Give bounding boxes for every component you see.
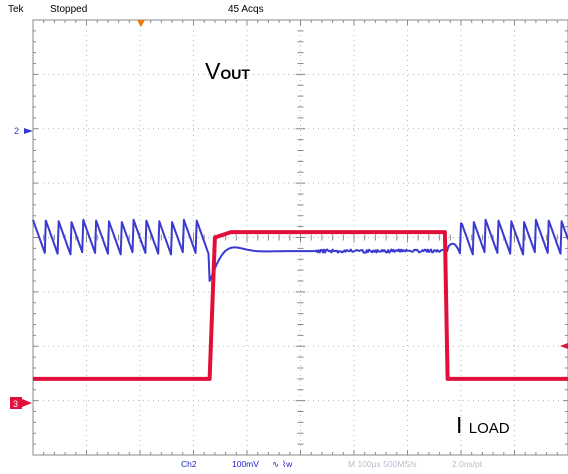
ch3-marker-label: 3 xyxy=(13,399,18,409)
timebase: M 100µs 500MS/s xyxy=(348,459,417,469)
ch2-marker-label: 2 xyxy=(14,126,19,136)
iload-annotation: I LOAD xyxy=(456,412,510,439)
vout-annotation: VOUT xyxy=(205,58,250,85)
record-resolution: 2.0ns/pt xyxy=(452,459,482,469)
ch2-ground-marker: 2 xyxy=(14,126,33,136)
channel-label: Ch2 xyxy=(181,459,197,469)
bandwidth-icon: ∿ xyxy=(272,459,279,470)
ch3-ground-marker: 3 xyxy=(10,397,32,409)
ch3-level-marker xyxy=(560,343,568,349)
iload-annotation-sub: LOAD xyxy=(469,420,510,437)
iload-annotation-main: I xyxy=(456,412,462,438)
vout-trace xyxy=(33,220,568,281)
settings-bar: Ch2 100mV ∿ ⌇w M 100µs 500MS/s 2.0ns/pt xyxy=(0,458,568,474)
vout-annotation-sub: OUT xyxy=(220,66,250,82)
vertical-scale: 100mV xyxy=(232,459,259,469)
trigger-position-marker xyxy=(137,20,145,27)
vout-annotation-main: V xyxy=(205,58,220,84)
trigger-slope-icon: ⌇w xyxy=(282,459,292,470)
